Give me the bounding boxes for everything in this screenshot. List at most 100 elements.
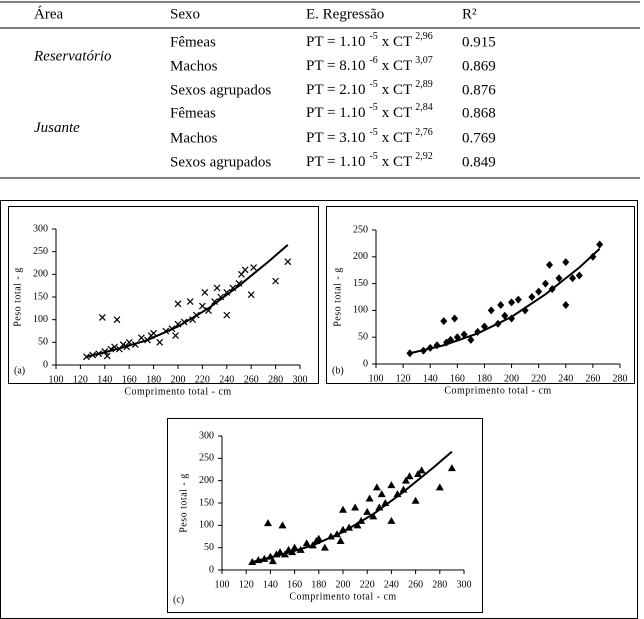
point bbox=[487, 306, 495, 315]
table-header: Sexo bbox=[170, 6, 200, 22]
eq-mid: x CT bbox=[382, 34, 412, 50]
point bbox=[290, 543, 299, 551]
x-tick-label: 160 bbox=[122, 374, 137, 385]
eq-mid: x CT bbox=[382, 105, 412, 121]
y-tick-label: 200 bbox=[33, 269, 48, 280]
r2-cell: 0.869 bbox=[462, 58, 496, 74]
x-tick-label: 180 bbox=[477, 373, 492, 384]
equation-cell: PT = 1.10 -5 x CT 2,96 bbox=[306, 31, 433, 50]
table-header: Área bbox=[34, 5, 63, 22]
x-tick-label: 140 bbox=[423, 373, 438, 384]
sex-cell: Sexos agrupados bbox=[170, 82, 271, 98]
eq-exp: 3,07 bbox=[415, 55, 433, 66]
eq-base: PT = 3.10 bbox=[306, 130, 365, 146]
panel-label: (a) bbox=[14, 365, 25, 376]
eq-mid: x CT bbox=[382, 58, 412, 74]
point bbox=[223, 311, 231, 319]
equation-cell: PT = 1.10 -5 x CT 2,92 bbox=[306, 151, 433, 170]
point bbox=[263, 519, 272, 527]
point bbox=[596, 240, 604, 249]
point bbox=[501, 311, 509, 320]
point bbox=[405, 472, 414, 480]
y-tick-label: 100 bbox=[353, 305, 368, 316]
point bbox=[302, 539, 311, 547]
point bbox=[369, 512, 378, 520]
r2-cell: 0.915 bbox=[462, 34, 496, 50]
eq-exp: -5 bbox=[369, 31, 377, 42]
point bbox=[336, 536, 345, 544]
x-tick-label: 260 bbox=[244, 374, 259, 385]
x-tick-label: 240 bbox=[558, 373, 573, 384]
point bbox=[387, 516, 396, 524]
point bbox=[508, 298, 516, 307]
x-axis-label: Comprimento total - cm bbox=[289, 591, 396, 602]
point bbox=[589, 252, 597, 261]
y-tick-label: 150 bbox=[33, 291, 48, 302]
x-axis-label: Comprimento total - cm bbox=[444, 385, 551, 396]
y-tick-label: 150 bbox=[353, 278, 368, 289]
eq-base: PT = 2.10 bbox=[306, 82, 365, 98]
panel-frame bbox=[326, 206, 635, 384]
point bbox=[339, 505, 347, 513]
eq-exp: 2,96 bbox=[415, 31, 433, 42]
eq-base: PT = 8.10 bbox=[306, 58, 365, 74]
eq-mid: x CT bbox=[382, 130, 412, 146]
point bbox=[365, 494, 374, 502]
sex-cell: Sexos agrupados bbox=[170, 154, 271, 170]
point bbox=[447, 464, 456, 472]
eq-exp: 2,76 bbox=[415, 127, 433, 138]
point bbox=[272, 277, 280, 285]
table-header: R² bbox=[462, 6, 477, 22]
point bbox=[387, 481, 396, 489]
point bbox=[186, 298, 194, 305]
eq-mid: x CT bbox=[382, 82, 412, 98]
x-tick-label: 180 bbox=[311, 579, 326, 590]
x-tick-label: 200 bbox=[504, 373, 519, 384]
point bbox=[535, 287, 543, 296]
panel-frame bbox=[8, 206, 319, 384]
x-tick-label: 280 bbox=[613, 373, 628, 384]
eq-exp: -5 bbox=[369, 102, 377, 113]
x-tick-label: 140 bbox=[97, 374, 112, 385]
point bbox=[247, 291, 255, 299]
x-tick-label: 300 bbox=[457, 579, 472, 590]
x-tick-label: 220 bbox=[195, 374, 210, 385]
eq-exp: 2,89 bbox=[415, 79, 433, 90]
x-tick-label: 260 bbox=[585, 373, 600, 384]
y-tick-label: 250 bbox=[353, 224, 368, 235]
y-tick-label: 0 bbox=[209, 564, 214, 575]
point bbox=[241, 266, 249, 274]
point bbox=[113, 316, 121, 324]
y-axis-label: Peso total - g bbox=[178, 473, 189, 533]
r2-cell: 0.769 bbox=[462, 130, 496, 146]
point bbox=[417, 466, 426, 474]
point bbox=[156, 338, 164, 346]
point bbox=[238, 270, 245, 278]
sex-cell: Machos bbox=[170, 130, 218, 146]
y-axis-label: Peso total - g bbox=[12, 267, 23, 327]
x-tick-label: 240 bbox=[219, 374, 234, 385]
eq-exp: -5 bbox=[369, 127, 377, 138]
point bbox=[497, 301, 505, 310]
point bbox=[320, 543, 329, 551]
point bbox=[467, 335, 475, 344]
area-label: Jusante bbox=[34, 120, 80, 136]
x-tick-label: 280 bbox=[432, 579, 447, 590]
trend-line bbox=[86, 244, 289, 358]
trend-line bbox=[409, 248, 601, 355]
point bbox=[451, 314, 459, 323]
x-tick-label: 200 bbox=[336, 579, 351, 590]
y-tick-label: 200 bbox=[199, 475, 214, 486]
point bbox=[528, 293, 536, 301]
y-tick-label: 100 bbox=[199, 520, 214, 531]
point bbox=[562, 301, 570, 310]
point bbox=[372, 483, 381, 491]
sex-cell: Fêmeas bbox=[170, 105, 216, 121]
x-tick-label: 120 bbox=[73, 374, 88, 385]
x-tick-label: 160 bbox=[287, 579, 302, 590]
point bbox=[174, 300, 182, 308]
y-tick-label: 150 bbox=[199, 497, 214, 508]
eq-exp: 2,84 bbox=[415, 102, 433, 113]
point bbox=[363, 507, 372, 515]
point bbox=[172, 332, 179, 339]
